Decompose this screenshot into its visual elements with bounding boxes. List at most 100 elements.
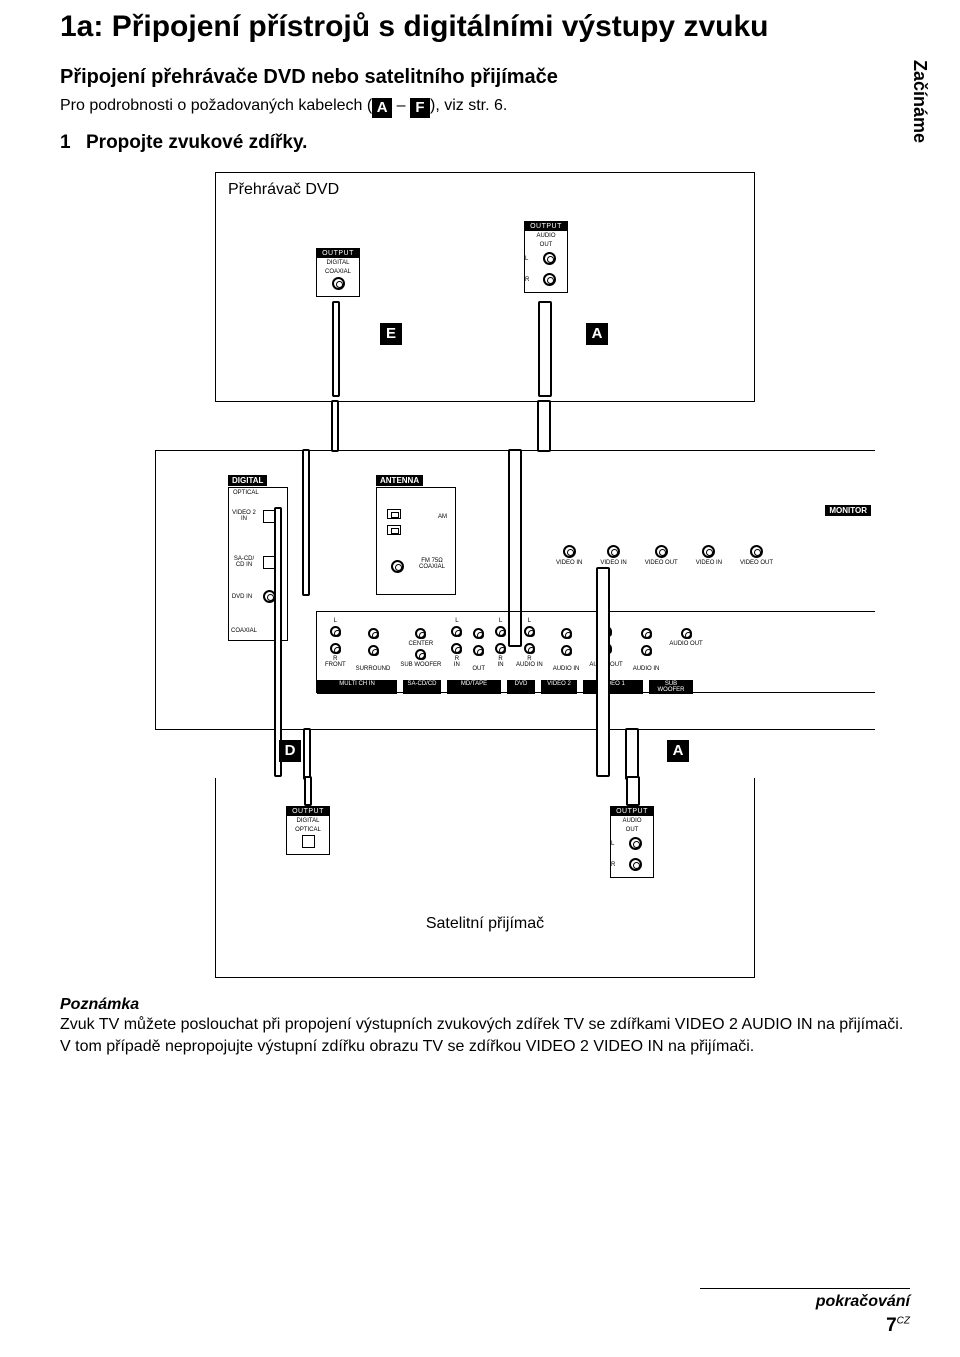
output-label: OUT [525,242,567,249]
details-dash: – [392,97,410,114]
sat-title: Satelitní přijímač [216,915,754,933]
continuation: pokračování [816,1293,910,1311]
mdtape-label: MD/TAPE [447,680,501,694]
letter-a: A [586,323,608,345]
l-label: L [525,256,528,262]
output-label-2: COAXIAL [317,269,359,276]
output-header: OUTPUT [611,807,653,816]
footer-rule [700,1288,910,1289]
monitor-label: MONITOR [825,505,871,516]
box-letter-a: A [372,98,392,118]
cable-a [537,400,551,452]
video-jack-icon [750,545,763,558]
dvdin-label: DVD IN [231,594,253,600]
audio-jack-icon [495,626,506,637]
note-text: Zvuk TV můžete poslouchat při propojení … [60,1014,910,1057]
audio-jack-icon [473,645,484,656]
dvd-output-coaxial: OUTPUT DIGITAL COAXIAL [316,248,360,297]
optical-jack-icon [302,835,315,848]
r-label: R [611,862,615,868]
audioout-label: AUDIO OUT [669,641,702,647]
video-jack-icon [607,545,620,558]
cable-a2 [626,776,640,806]
audio-jack-icon [473,628,484,639]
audio-jack-icon [495,643,506,654]
out-label: OUT [472,666,485,672]
l-label: L [451,618,462,624]
section-labels-row: MULTI CH IN SA-CD/CD MD/TAPE DVD VIDEO 2… [317,680,693,694]
output-label: OPTICAL [287,827,329,834]
sacd-label: SA-CD/ CD IN [231,556,257,568]
antenna-label: ANTENNA [376,475,423,486]
videoout-label: VIDEO OUT [645,560,678,566]
l-label: L [325,618,346,624]
page-number: 7CZ [886,1315,910,1336]
coaxial-label: COAXIAL [231,628,257,634]
audio-jack-icon [415,628,426,639]
cable-e [331,400,339,452]
fm-jack-icon [391,560,404,573]
audio-jack-icon [641,628,652,639]
output-header: OUTPUT [317,249,359,258]
video2-label: VIDEO 2 [541,680,577,694]
multi-label: MULTI CH IN [317,680,397,694]
audio-jack-icon [524,626,535,637]
audio-jack-icon [415,649,426,660]
audio-jack-icon [451,626,462,637]
jack-icon [543,252,556,265]
jack-icon [629,858,642,871]
video-jack-row: VIDEO IN VIDEO IN VIDEO OUT VIDEO IN VID… [556,543,773,566]
jack-icon [629,837,642,850]
output-label: DIGITAL [287,818,329,825]
box-letter-f: F [410,98,430,118]
details-post: ), viz str. 6. [430,97,507,114]
output-label-1: DIGITAL [317,260,359,267]
surround-label: SURROUND [356,666,391,672]
dvd-box: Přehrávač DVD OUTPUT DIGITAL COAXIAL OUT… [215,172,755,402]
output-header: OUTPUT [287,807,329,816]
video2in-label: VIDEO 2 IN [231,510,257,522]
subwoofer-label: SUB WOOFER [649,680,693,694]
cable-a2 [625,728,639,780]
sat-output-audio: OUTPUT AUDIO OUT L R [610,806,654,878]
output-label: AUDIO [611,818,653,825]
antenna-box: AM FM 75Ω COAXIAL [376,487,456,595]
letter-d: D [279,740,301,762]
audio-jack-icon [368,645,379,656]
video-jack-icon [655,545,668,558]
jack-icon [543,273,556,286]
audioin-label: AUDIO IN [516,662,543,668]
audio-jack-icon [330,643,341,654]
antenna-connector-icon [387,525,401,535]
audio-jack-icon [330,626,341,637]
sat-output-optical: OUTPUT DIGITAL OPTICAL [286,806,330,855]
note-heading: Poznámka [60,996,910,1014]
output-header: OUTPUT [525,222,567,231]
cable-e [302,449,310,596]
front-label: FRONT [325,662,346,668]
audio-jack-icon [451,643,462,654]
l-label: L [516,618,543,624]
cable-a [538,301,552,397]
audioin-label: AUDIO IN [553,666,580,672]
subtitle: Připojení přehrávače DVD nebo satelitníh… [60,66,910,89]
audio-columns: L R FRONT SURROUND [325,618,703,672]
sacdcd-label: SA-CD/CD [403,680,441,694]
video-jack-icon [702,545,715,558]
diagram-area: Přehrávač DVD OUTPUT DIGITAL COAXIAL OUT… [185,172,785,978]
videoin-label: VIDEO IN [696,560,722,566]
page-title: 1a: Připojení přístrojů s digitálními vý… [60,10,910,44]
r-label: R [525,277,529,283]
footer: pokračování 7CZ [0,1288,910,1337]
audio-jack-icon [368,628,379,639]
cable-d [303,728,311,780]
l-label: L [495,618,506,624]
audio-jack-icon [524,643,535,654]
cable-d [304,776,312,806]
step-num: 1 [60,132,86,154]
l-label: L [611,841,614,847]
fm-label: FM 75Ω COAXIAL [413,558,451,570]
subw-label: SUB WOOFER [400,662,441,668]
antenna-connector-icon [387,509,401,519]
details-pre: Pro podrobnosti o požadovaných kabelech … [60,97,372,114]
